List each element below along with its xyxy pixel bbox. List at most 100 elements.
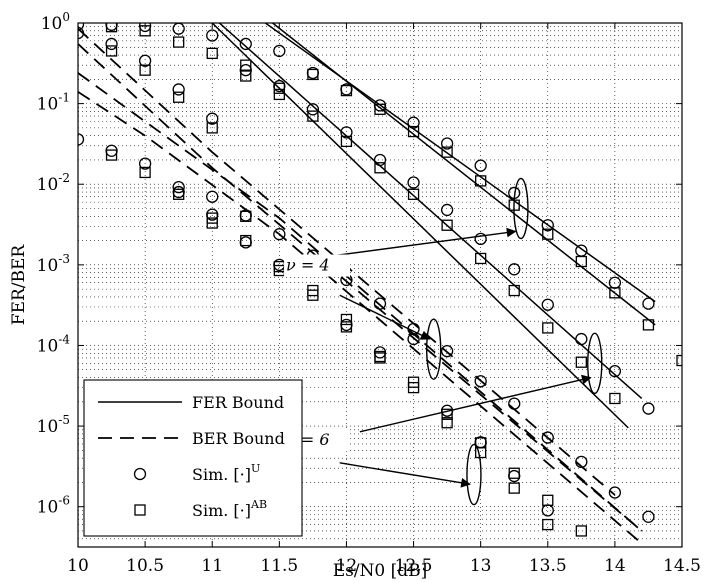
data-point-square [240,210,252,222]
annotation-arrow [339,294,431,340]
data-point-circle [440,203,454,217]
data-point-circle [172,185,185,199]
data-point-square [542,322,554,334]
data-point-circle [172,83,185,96]
data-point-circle [78,23,85,31]
data-point-circle [206,190,219,203]
annotation-arrow [339,462,471,488]
data-point-square [575,525,587,537]
series-layer [78,23,682,545]
data-point-circle [474,159,487,172]
data-point-circle [407,332,420,346]
data-point-square [374,103,386,115]
fer-bound-line-1 [272,23,656,326]
data-point-square [642,319,655,331]
legend-swatch-circle [133,467,147,481]
x-tick-label: 12 [336,556,358,576]
data-point-circle [105,37,118,51]
annotation-arrow [312,227,517,260]
data-point-circle [373,153,387,167]
data-point-circle [273,228,286,241]
data-point-circle [273,44,286,58]
x-tick-label: 11.5 [260,556,298,576]
data-point-circle [440,404,454,417]
data-point-circle [608,365,622,378]
y-tick-label: 100 [41,10,70,34]
data-point-circle [575,332,588,346]
data-point-square [475,446,487,459]
data-point-square [139,64,151,76]
data-point-circle [407,116,420,129]
data-point-square [441,219,453,231]
data-point-square [105,149,118,161]
data-point-circle [508,397,521,410]
y-tick-label: 10-4 [37,332,71,356]
data-point-square [206,47,218,60]
data-point-square [441,146,453,158]
data-point-square [307,68,319,81]
data-point-square [609,392,621,405]
data-point-square [407,381,420,394]
data-point-circle [340,126,353,139]
data-point-square [206,122,218,134]
data-point-circle [138,54,152,67]
data-point-square [340,313,353,326]
plot-frame [77,22,683,548]
x-tick-label: 11 [201,556,223,576]
data-point-square [407,188,420,200]
data-point-circle [407,176,420,189]
x-tick-label: 14 [604,556,626,576]
data-point-square [508,284,520,297]
legend: FER Bound BER Bound Sim. [·]U Sim. [·]AB [83,379,303,537]
data-point-circle [172,181,185,194]
data-point-circle [474,232,487,246]
x-axis-label: Es/N0 [dB] [333,561,428,581]
data-point-square [307,110,319,122]
y-tick-label: 10-5 [37,413,70,437]
data-point-circle [206,29,219,42]
data-point-circle [642,297,655,310]
legend-label: FER Bound [192,393,284,412]
data-point-circle [608,486,622,499]
data-point-circle [239,37,252,51]
data-point-square [105,45,118,57]
group-ellipse-nu6-fer [587,332,603,395]
data-point-circle [78,133,85,146]
y-tick-label: 10-1 [37,91,70,115]
annotation-label: ν = 4 [286,256,329,275]
fer-bound-line-0 [264,23,656,303]
data-point-circle [440,345,454,358]
annotation-bg [284,254,351,277]
data-point-circle [306,103,320,116]
data-point-circle [508,469,521,483]
y-tick-label: 10-6 [37,494,70,518]
data-point-circle [440,137,454,150]
data-point-circle [206,208,219,221]
data-point-circle [206,112,219,125]
annotation-arrow [359,374,592,433]
legend-label: BER Bound [192,429,285,448]
x-tick-label: 10.5 [126,556,164,576]
data-point-circle [508,263,521,276]
data-point-square [105,23,118,33]
data-point-square [307,289,319,301]
data-point-square [575,255,587,268]
legend-label: Sim. [·]U [192,462,260,484]
y-axis-label: FER/BER [9,244,29,326]
data-point-circle [541,504,554,517]
x-tick-label: 12.5 [395,556,433,576]
tick-layer: 10 10.5 11 11.5 12 12.5 13 13.5 14 14.5 100 10-1 10-… [37,10,701,576]
group-ellipse-nu4-fer [513,177,529,240]
data-point-square [575,356,587,368]
legend-label: Sim. [·]AB [192,498,267,520]
legend-box [83,379,303,537]
data-point-square [407,125,420,138]
data-point-square [340,321,353,333]
data-point-circle [239,64,252,77]
data-point-circle [642,402,655,415]
data-point-circle [541,219,554,232]
data-point-square [542,228,554,240]
data-point-square [340,84,353,97]
data-point-square [374,162,386,174]
